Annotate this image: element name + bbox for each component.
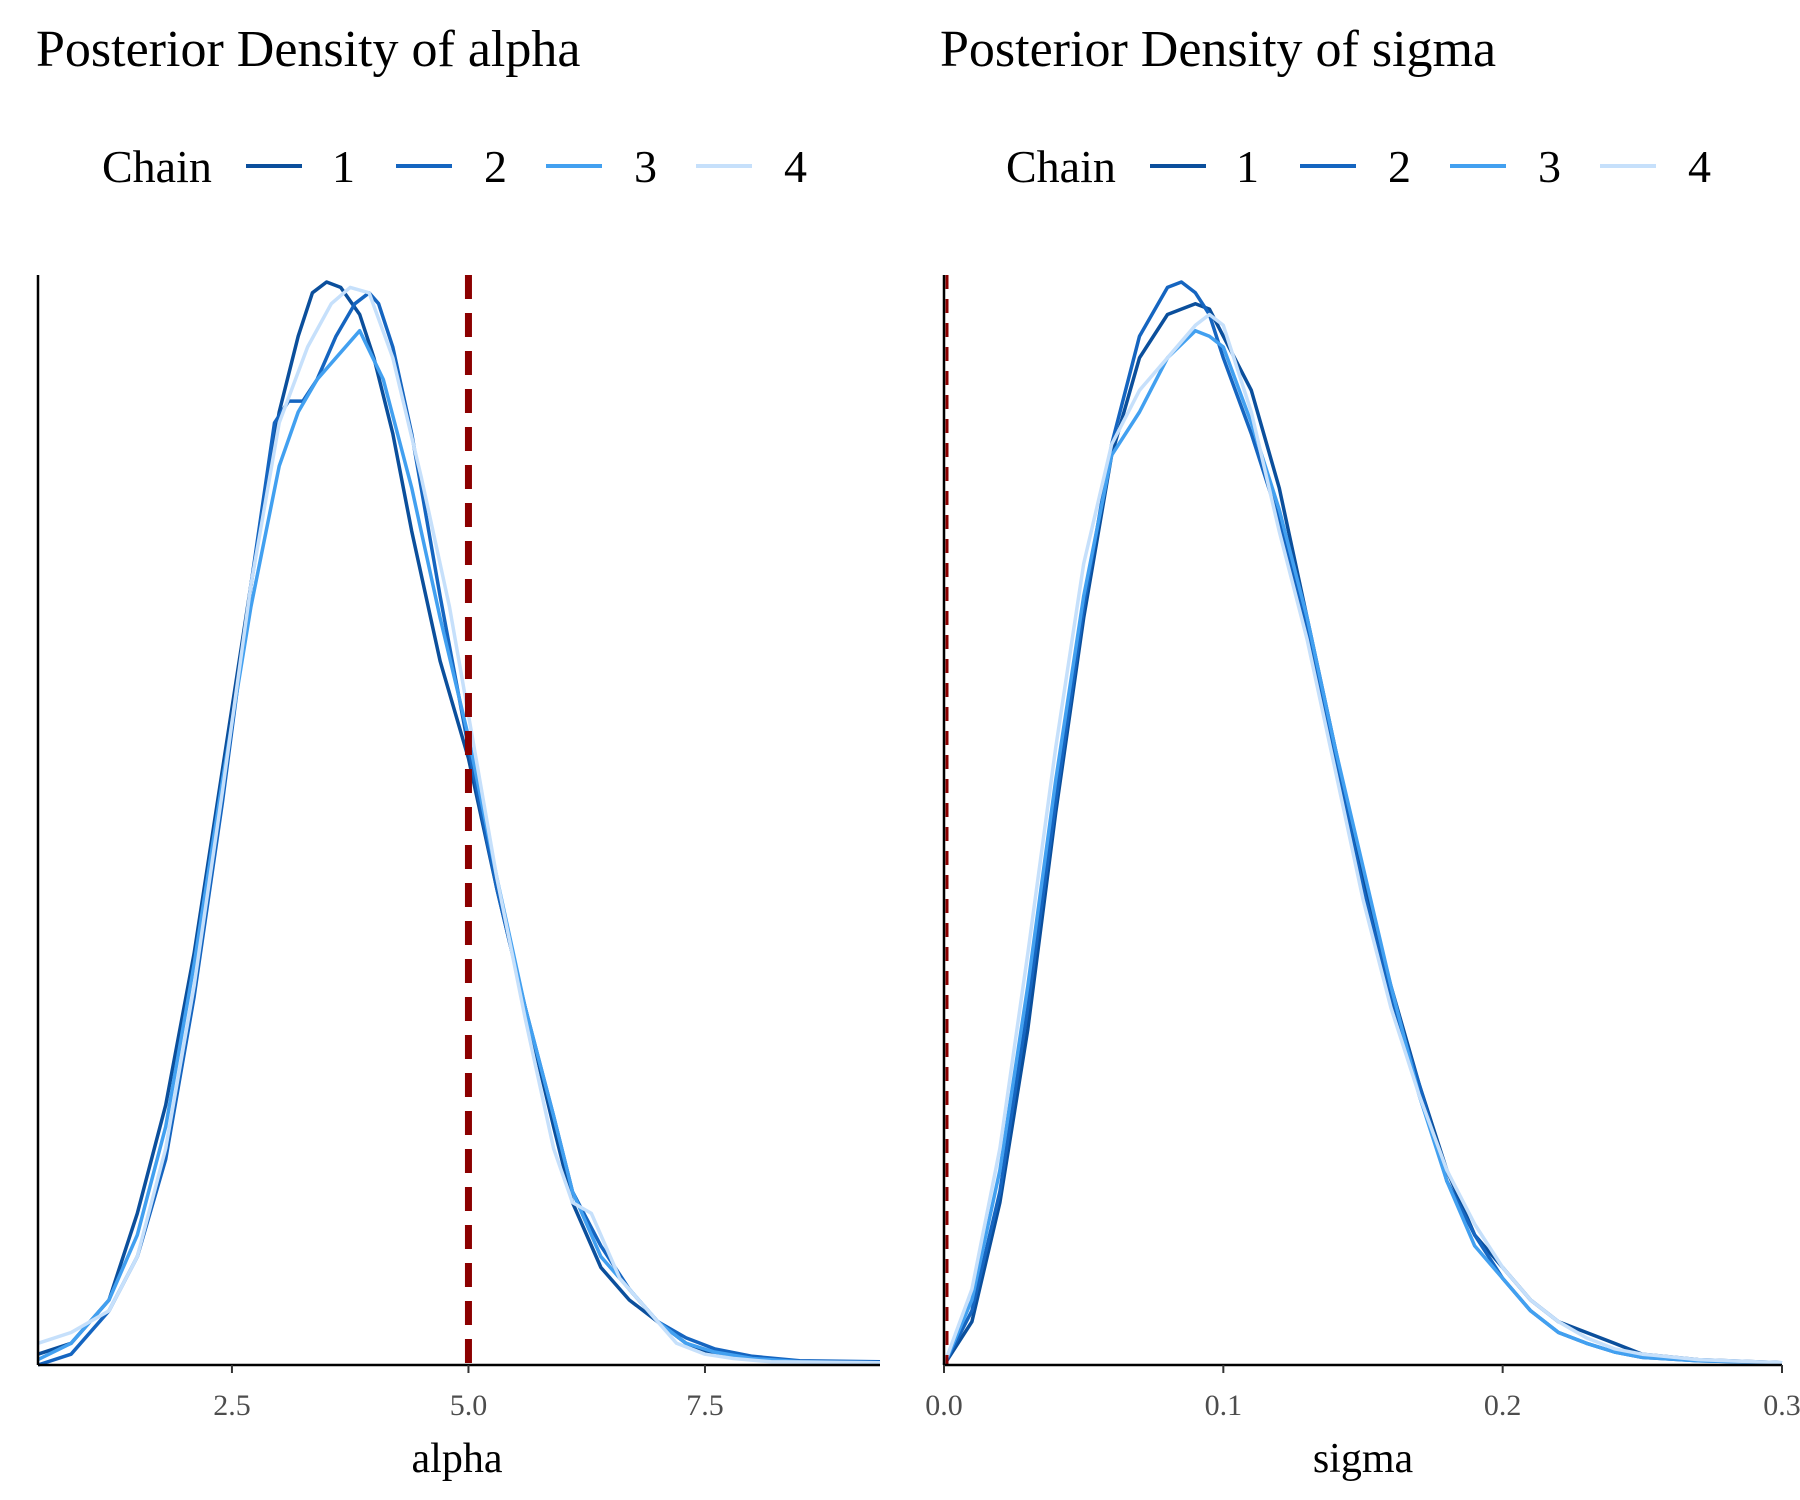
legend-title: Chain — [1006, 141, 1116, 192]
x-tick-label-sigma: 0.3 — [1763, 1389, 1800, 1422]
x-axis-title-sigma: sigma — [1313, 1436, 1414, 1482]
density-line-sigma-chain-4 — [942, 312, 1783, 1366]
x-tick-label-sigma: 0.2 — [1484, 1389, 1522, 1422]
density-line-alpha-chain-1 — [37, 280, 881, 1365]
legend-label-4: 4 — [1688, 141, 1711, 192]
panel-sigma: Posterior Density of sigma Chain 1 2 3 4… — [925, 21, 1800, 1482]
x-tick-label-alpha: 7.5 — [686, 1389, 724, 1422]
panel-alpha: Posterior Density of alpha Chain 1 2 3 4… — [36, 21, 881, 1482]
legend-label-1: 1 — [332, 141, 355, 192]
legend-label-1: 1 — [1236, 141, 1259, 192]
legend-title: Chain — [102, 141, 212, 192]
x-tick-label-alpha: 2.5 — [213, 1389, 251, 1422]
x-axis-title-alpha: alpha — [412, 1436, 503, 1482]
legend-label-3: 3 — [634, 141, 657, 192]
x-tick-label-alpha: 5.0 — [450, 1389, 488, 1422]
legend-label-3: 3 — [1538, 141, 1561, 192]
density-line-sigma-chain-1 — [942, 301, 1783, 1366]
density-line-alpha-chain-3 — [37, 328, 881, 1365]
density-line-sigma-chain-2 — [942, 280, 1783, 1366]
legend-alpha: Chain 1 2 3 4 — [102, 141, 807, 192]
plot-area-sigma: 0.0 0.1 0.2 0.3 — [925, 275, 1800, 1422]
plot-area-alpha: 2.5 5.0 7.5 — [36, 275, 881, 1422]
x-tick-label-sigma: 0.1 — [1205, 1389, 1243, 1422]
chart-title-sigma: Posterior Density of sigma — [940, 21, 1496, 78]
density-line-alpha-chain-4 — [37, 285, 881, 1365]
legend-label-2: 2 — [484, 141, 507, 192]
legend-label-4: 4 — [784, 141, 807, 192]
x-tick-label-sigma: 0.0 — [925, 1389, 963, 1422]
chart-title-alpha: Posterior Density of alpha — [36, 21, 580, 78]
density-line-alpha-chain-2 — [37, 291, 881, 1367]
legend-label-2: 2 — [1388, 141, 1411, 192]
density-line-sigma-chain-3 — [942, 328, 1783, 1366]
legend-sigma: Chain 1 2 3 4 — [1006, 141, 1711, 192]
